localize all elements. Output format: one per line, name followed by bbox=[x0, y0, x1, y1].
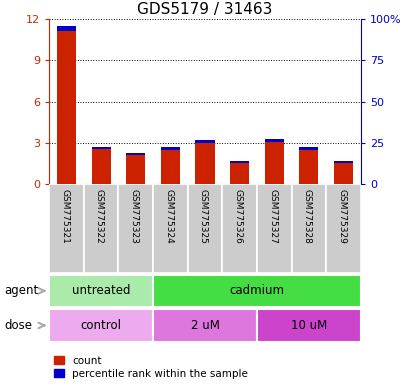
Text: GSM775327: GSM775327 bbox=[267, 189, 276, 243]
Bar bbox=[195, 140, 214, 184]
Bar bbox=[256, 309, 360, 342]
Bar bbox=[256, 184, 291, 273]
Bar bbox=[91, 147, 110, 184]
Text: dose: dose bbox=[4, 319, 32, 332]
Bar bbox=[264, 139, 283, 142]
Bar bbox=[49, 309, 153, 342]
Text: GSM775322: GSM775322 bbox=[94, 189, 103, 243]
Bar bbox=[187, 184, 222, 273]
Bar bbox=[195, 140, 214, 143]
Bar bbox=[222, 184, 256, 273]
Bar bbox=[326, 184, 360, 273]
Bar bbox=[229, 161, 249, 163]
Bar bbox=[153, 184, 187, 273]
Bar bbox=[299, 147, 318, 184]
Text: control: control bbox=[81, 319, 121, 332]
Text: GSM775324: GSM775324 bbox=[164, 189, 173, 243]
Bar bbox=[91, 147, 110, 149]
Bar bbox=[57, 26, 76, 184]
Bar bbox=[153, 275, 360, 307]
Bar bbox=[153, 309, 256, 342]
Text: GSM775329: GSM775329 bbox=[337, 189, 346, 243]
Text: GSM775328: GSM775328 bbox=[302, 189, 311, 243]
Text: GSM775321: GSM775321 bbox=[60, 189, 69, 243]
Bar bbox=[299, 147, 318, 150]
Bar bbox=[49, 184, 83, 273]
Text: 2 uM: 2 uM bbox=[190, 319, 219, 332]
Bar bbox=[229, 161, 249, 184]
Bar bbox=[160, 147, 180, 184]
Text: untreated: untreated bbox=[72, 285, 130, 297]
Bar bbox=[83, 184, 118, 273]
Title: GDS5179 / 31463: GDS5179 / 31463 bbox=[137, 2, 272, 17]
Text: GSM775326: GSM775326 bbox=[233, 189, 242, 243]
Legend: count, percentile rank within the sample: count, percentile rank within the sample bbox=[54, 356, 247, 379]
Bar bbox=[333, 161, 352, 163]
Bar bbox=[264, 139, 283, 184]
Text: agent: agent bbox=[4, 285, 38, 297]
Bar bbox=[126, 153, 145, 184]
Text: 10 uM: 10 uM bbox=[290, 319, 326, 332]
Text: GSM775325: GSM775325 bbox=[198, 189, 207, 243]
Bar bbox=[291, 184, 326, 273]
Bar bbox=[49, 275, 153, 307]
Bar bbox=[57, 26, 76, 31]
Text: GSM775323: GSM775323 bbox=[129, 189, 138, 243]
Bar bbox=[333, 161, 352, 184]
Text: cadmium: cadmium bbox=[229, 285, 284, 297]
Bar bbox=[160, 147, 180, 150]
Bar bbox=[118, 184, 153, 273]
Bar bbox=[126, 153, 145, 155]
